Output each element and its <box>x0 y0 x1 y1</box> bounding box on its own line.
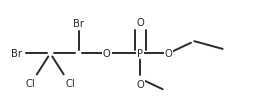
Text: Cl: Cl <box>66 78 75 88</box>
Text: Cl: Cl <box>25 78 35 88</box>
Text: Br: Br <box>11 49 22 59</box>
Text: O: O <box>103 49 111 59</box>
Text: P: P <box>137 49 143 59</box>
Text: O: O <box>165 49 172 59</box>
Text: O: O <box>136 18 144 28</box>
Text: O: O <box>136 79 144 89</box>
Text: Br: Br <box>73 19 84 29</box>
